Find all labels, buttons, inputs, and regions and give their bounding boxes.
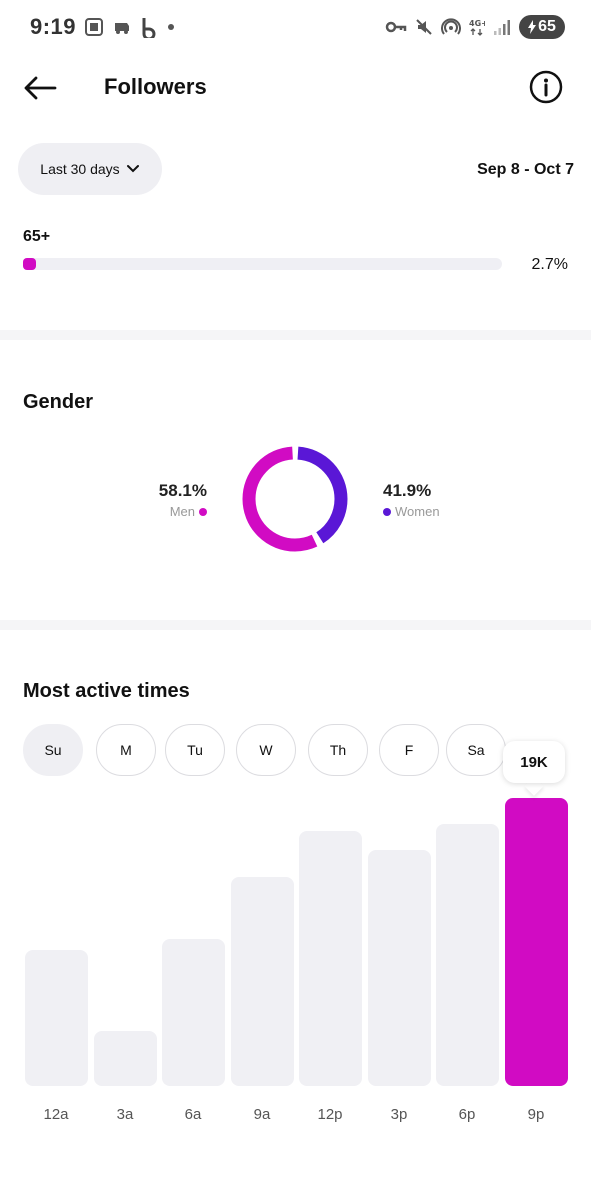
charging-icon (528, 20, 537, 34)
x-tick-label: 12a (43, 1106, 69, 1123)
info-button[interactable] (529, 70, 563, 104)
chart-bar-12p[interactable] (299, 831, 362, 1086)
day-tab-m[interactable]: M (96, 724, 156, 776)
active-times-title: Most active times (23, 680, 190, 702)
arrow-left-icon (24, 76, 57, 100)
status-time: 9:19 (30, 14, 77, 39)
x-tick-label: 12p (317, 1106, 343, 1123)
x-tick-label: 9p (527, 1106, 545, 1123)
x-tick-label: 3a (116, 1106, 134, 1123)
page-title: Followers (104, 74, 207, 99)
gender-donut-chart (242, 446, 348, 552)
men-legend-dot (199, 507, 207, 516)
screenshot-icon (85, 18, 103, 36)
chevron-down-icon (126, 165, 139, 173)
gender-women: 41.9% Women (383, 481, 440, 519)
chart-bar-9a[interactable] (231, 877, 294, 1086)
day-tab-tu[interactable]: Tu (165, 724, 225, 776)
day-tab-su[interactable]: Su (23, 724, 83, 776)
men-label: Men (169, 504, 195, 519)
mute-icon (416, 19, 432, 35)
chart-bar-6a[interactable] (162, 939, 225, 1086)
date-range-dropdown[interactable]: Last 30 days (18, 143, 162, 195)
chart-bar-9p[interactable] (505, 798, 568, 1086)
cast-icon (115, 23, 129, 34)
hotspot-icon (441, 18, 461, 35)
chart-bar-12a[interactable] (25, 950, 88, 1086)
chart-bar-6p[interactable] (436, 824, 499, 1086)
gender-men: 58.1% Men (159, 481, 207, 519)
age-progress-fill (23, 258, 36, 270)
status-right-icons: 4G+ 65 (385, 15, 565, 39)
gender-title: Gender (23, 391, 94, 413)
women-legend-dot (383, 507, 391, 516)
battery-icon: 65 (519, 15, 565, 39)
x-tick-label: 6a (184, 1106, 202, 1123)
info-icon (529, 70, 563, 104)
signal-icon (494, 20, 510, 35)
b-app-icon (142, 18, 156, 38)
status-left-icons (84, 16, 176, 38)
app-header: Followers (0, 60, 591, 116)
section-divider (0, 620, 591, 630)
donut-segment-women (242, 446, 348, 552)
chart-bar-3p[interactable] (368, 850, 431, 1086)
date-range-text: Sep 8 - Oct 7 (477, 161, 574, 178)
battery-level: 65 (538, 18, 556, 35)
x-tick-label: 6p (458, 1106, 476, 1123)
donut-segment-men (242, 446, 348, 552)
bar-value-tooltip: 19K (503, 741, 565, 783)
men-percentage: 58.1% (158, 481, 207, 500)
chart-bar-3a[interactable] (94, 1031, 157, 1086)
svg-text:4G+: 4G+ (469, 19, 485, 28)
day-tab-th[interactable]: Th (308, 724, 368, 776)
section-divider (0, 330, 591, 340)
status-bar: 9:19 4G+ 65 (0, 0, 591, 56)
4g-icon: 4G+ (469, 19, 485, 36)
women-percentage: 41.9% (383, 481, 432, 500)
age-group-label: 65+ (23, 228, 51, 245)
x-tick-label: 9a (253, 1106, 271, 1123)
women-label: Women (395, 504, 440, 519)
x-tick-label: 3p (390, 1106, 408, 1123)
date-range-dropdown-label: Last 30 days (40, 161, 120, 177)
back-button[interactable] (20, 72, 60, 104)
age-group-value: 2.7% (531, 256, 568, 273)
key-icon (385, 21, 407, 33)
day-tab-f[interactable]: F (379, 724, 439, 776)
day-tab-w[interactable]: W (236, 724, 296, 776)
day-tab-sa[interactable]: Sa (446, 724, 506, 776)
dot-icon (168, 24, 174, 30)
age-progress-track (23, 258, 502, 270)
